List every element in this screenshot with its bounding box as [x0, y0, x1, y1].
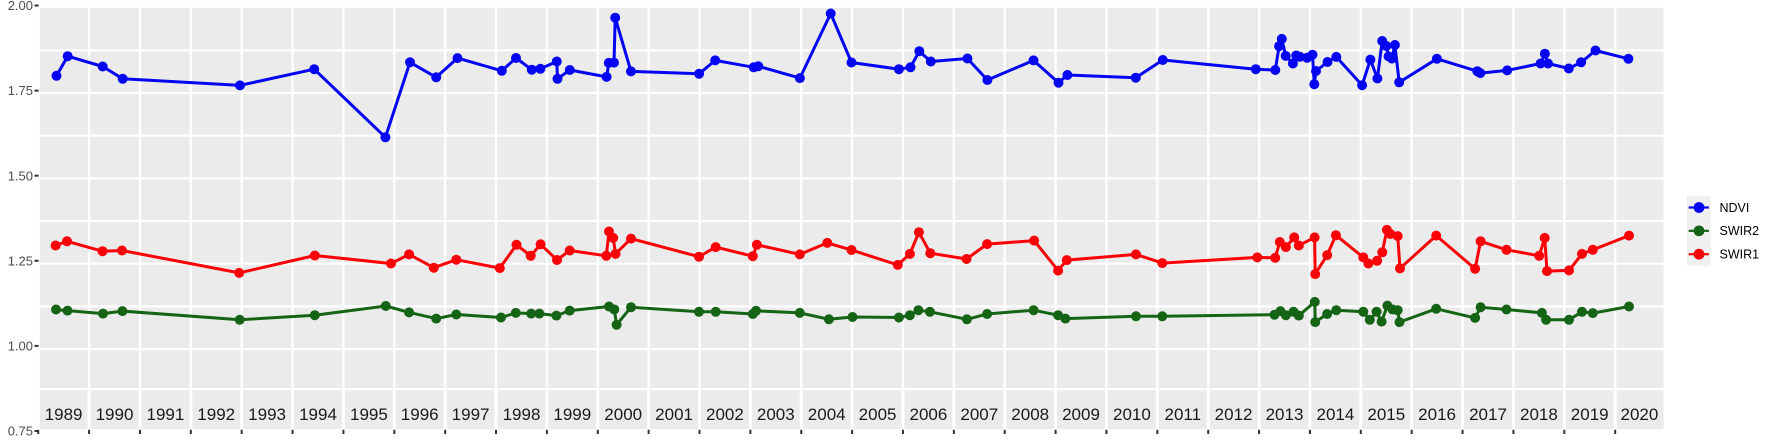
- svg-text:2011: 2011: [1165, 405, 1202, 424]
- svg-text:2000: 2000: [604, 405, 642, 424]
- svg-text:2019: 2019: [1571, 405, 1609, 424]
- svg-text:2015: 2015: [1367, 405, 1405, 424]
- svg-text:2009: 2009: [1062, 405, 1100, 424]
- svg-text:2001: 2001: [655, 405, 693, 424]
- svg-text:1999: 1999: [553, 405, 591, 424]
- svg-text:2007: 2007: [960, 405, 998, 424]
- svg-text:1998: 1998: [503, 405, 541, 424]
- svg-text:1990: 1990: [96, 405, 134, 424]
- svg-text:SWIR2: SWIR2: [1720, 224, 1760, 238]
- svg-text:2017: 2017: [1469, 405, 1507, 424]
- svg-text:2018: 2018: [1520, 405, 1558, 424]
- svg-text:2008: 2008: [1011, 405, 1049, 424]
- svg-text:1992: 1992: [197, 405, 235, 424]
- svg-text:2020: 2020: [1620, 405, 1658, 424]
- svg-text:2013: 2013: [1266, 405, 1304, 424]
- svg-text:2005: 2005: [859, 405, 897, 424]
- svg-text:1997: 1997: [452, 405, 490, 424]
- svg-text:2002: 2002: [706, 405, 744, 424]
- svg-text:SWIR1: SWIR1: [1720, 248, 1760, 262]
- svg-text:1994: 1994: [299, 405, 337, 424]
- svg-text:1996: 1996: [401, 405, 439, 424]
- svg-text:1989: 1989: [45, 405, 83, 424]
- svg-text:1993: 1993: [248, 405, 286, 424]
- svg-text:2014: 2014: [1316, 405, 1354, 424]
- svg-text:2004: 2004: [808, 405, 846, 424]
- svg-text:2016: 2016: [1418, 405, 1456, 424]
- svg-text:1.25: 1.25: [8, 253, 33, 268]
- svg-text:2003: 2003: [757, 405, 795, 424]
- svg-text:1.50: 1.50: [8, 168, 33, 183]
- svg-text:2010: 2010: [1113, 405, 1151, 424]
- svg-text:1991: 1991: [146, 405, 184, 424]
- svg-text:1.00: 1.00: [8, 339, 33, 354]
- svg-text:1.75: 1.75: [8, 83, 33, 98]
- svg-text:NDVI: NDVI: [1720, 201, 1750, 215]
- svg-text:0.75: 0.75: [8, 424, 33, 439]
- svg-text:2.00: 2.00: [8, 0, 33, 13]
- svg-text:1995: 1995: [350, 405, 388, 424]
- svg-text:2006: 2006: [909, 405, 947, 424]
- svg-text:2012: 2012: [1215, 405, 1253, 424]
